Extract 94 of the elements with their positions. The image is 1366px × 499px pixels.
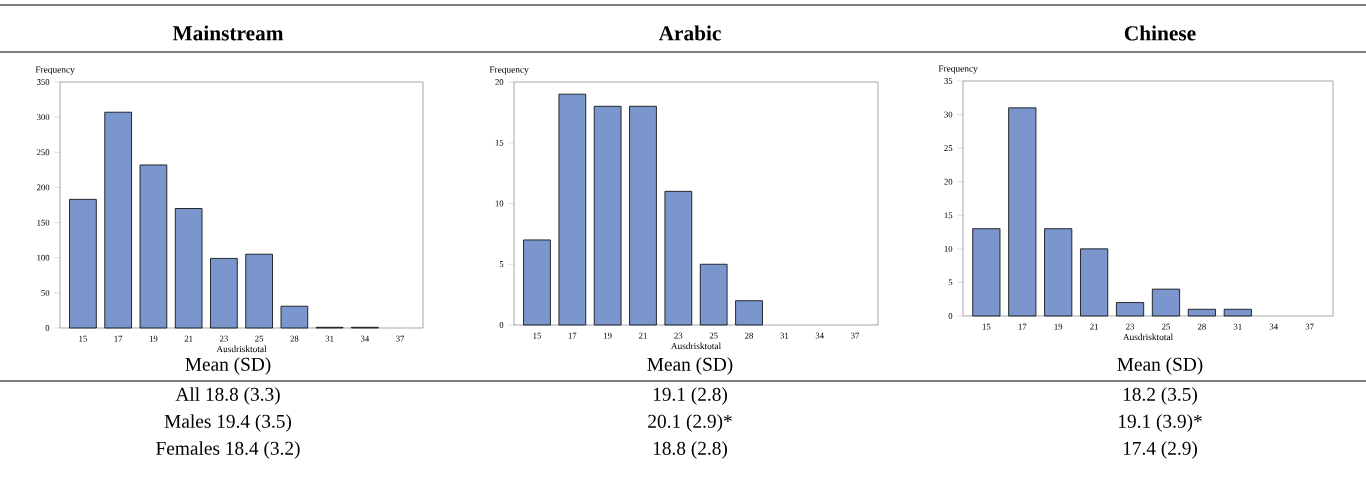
chart-title: Arabic [658, 25, 721, 41]
x-tick-label: 21 [184, 335, 193, 342]
bar [1080, 248, 1109, 317]
x-tick-label: 19 [149, 335, 158, 342]
x-tick-label: 37 [1305, 323, 1314, 330]
text: Females 18.4 (3.2) [156, 441, 300, 459]
y-tick-label: 0 [45, 325, 50, 331]
chart-title: Mainstream [172, 25, 284, 41]
x-tick-label: 23 [219, 335, 228, 342]
bar [558, 93, 587, 326]
y-tick-label: 0 [948, 313, 953, 319]
bar [69, 198, 97, 329]
text: 18.2 (3.5) [1123, 387, 1197, 405]
x-tick-label: 31 [325, 335, 334, 342]
x-tick-label: 15 [533, 332, 541, 339]
bar [629, 105, 657, 326]
bar [139, 164, 168, 329]
y-tick-label: 100 [37, 254, 50, 261]
x-tick-label: 19 [1054, 323, 1063, 330]
x-tick-label: 37 [396, 335, 405, 342]
text: All 18.8 (3.3) [175, 387, 280, 405]
bar [664, 190, 693, 326]
x-tick-label: 15 [79, 335, 87, 342]
x-tick-label: 17 [114, 335, 123, 342]
x-tick-label: 31 [1233, 323, 1242, 330]
bar [735, 300, 763, 326]
x-tick-label: 25 [1162, 323, 1170, 330]
text: Mean (SD) [185, 357, 271, 375]
y-tick-label: 200 [36, 184, 50, 191]
y-tick-label: 15 [944, 212, 953, 219]
x-axis-title: Ausdrisktotal [1122, 333, 1173, 341]
y-tick-label: 10 [944, 245, 953, 252]
y-tick-label: 5 [499, 261, 504, 268]
bar [523, 239, 551, 326]
x-tick-label: 21 [1090, 323, 1098, 330]
text: Mean (SD) [1117, 357, 1203, 375]
bar [972, 228, 1001, 317]
bar [1008, 107, 1037, 317]
x-tick-label: 28 [745, 332, 754, 339]
y-tick-label: 5 [948, 279, 953, 286]
x-tick-label: 34 [815, 332, 824, 339]
bar [174, 208, 203, 329]
bar [699, 263, 728, 326]
y-tick-label: 250 [36, 149, 50, 156]
y-tick-label: 25 [944, 145, 953, 152]
x-tick-label: 19 [604, 332, 612, 339]
text: 19.1 (3.9)* [1119, 414, 1202, 432]
y-axis-title: Frequency [35, 66, 75, 75]
y-tick-label: 30 [944, 111, 953, 118]
bar [1151, 288, 1181, 317]
x-tick-label: 28 [290, 335, 299, 342]
x-tick-label: 23 [674, 332, 683, 339]
bar [210, 258, 238, 329]
x-tick-label: 28 [1197, 323, 1206, 330]
bar [1116, 302, 1145, 317]
x-tick-label: 25 [709, 332, 718, 339]
y-axis-title: Frequency [938, 65, 978, 74]
x-tick-label: 34 [360, 335, 370, 342]
bar [1187, 308, 1216, 317]
x-tick-label: 31 [780, 332, 789, 339]
bar [104, 111, 132, 329]
text: 20.1 (2.9)* [648, 414, 732, 432]
y-tick-label: 20 [944, 178, 953, 185]
y-tick-label: 20 [495, 79, 504, 85]
y-tick-label: 50 [41, 289, 50, 296]
x-tick-label: 25 [255, 335, 264, 342]
x-axis-title: Ausdrisktotal [670, 342, 721, 350]
text: 18.8 (2.8) [653, 441, 728, 459]
x-tick-label: 21 [639, 332, 647, 339]
x-tick-label: 23 [1126, 323, 1135, 330]
y-tick-label: 35 [944, 78, 953, 84]
y-tick-label: 0 [499, 322, 504, 328]
chart-title: Chinese [1124, 25, 1196, 41]
y-tick-label: 10 [495, 200, 504, 207]
y-tick-label: 15 [495, 139, 504, 146]
x-tick-label: 37 [851, 332, 860, 339]
x-tick-label: 15 [982, 323, 991, 330]
bar [1044, 228, 1073, 317]
y-tick-label: 150 [37, 219, 50, 226]
text: Males 19.4 (3.5) [164, 414, 292, 432]
y-tick-label: 300 [37, 114, 50, 121]
text: Mean (SD) [647, 357, 733, 375]
x-tick-label: 17 [1018, 323, 1027, 330]
text: 17.4 (2.9) [1123, 441, 1197, 459]
y-axis-title: Frequency [489, 66, 529, 75]
text: 19.1 (2.8) [653, 387, 728, 405]
bar [593, 105, 622, 326]
x-tick-label: 34 [1269, 323, 1278, 330]
y-tick-label: 350 [37, 79, 50, 85]
x-tick-label: 17 [568, 332, 577, 339]
bar [1223, 308, 1252, 317]
x-axis-title: Ausdrisktotal [216, 345, 267, 353]
bar [280, 305, 309, 329]
bar [245, 253, 273, 329]
